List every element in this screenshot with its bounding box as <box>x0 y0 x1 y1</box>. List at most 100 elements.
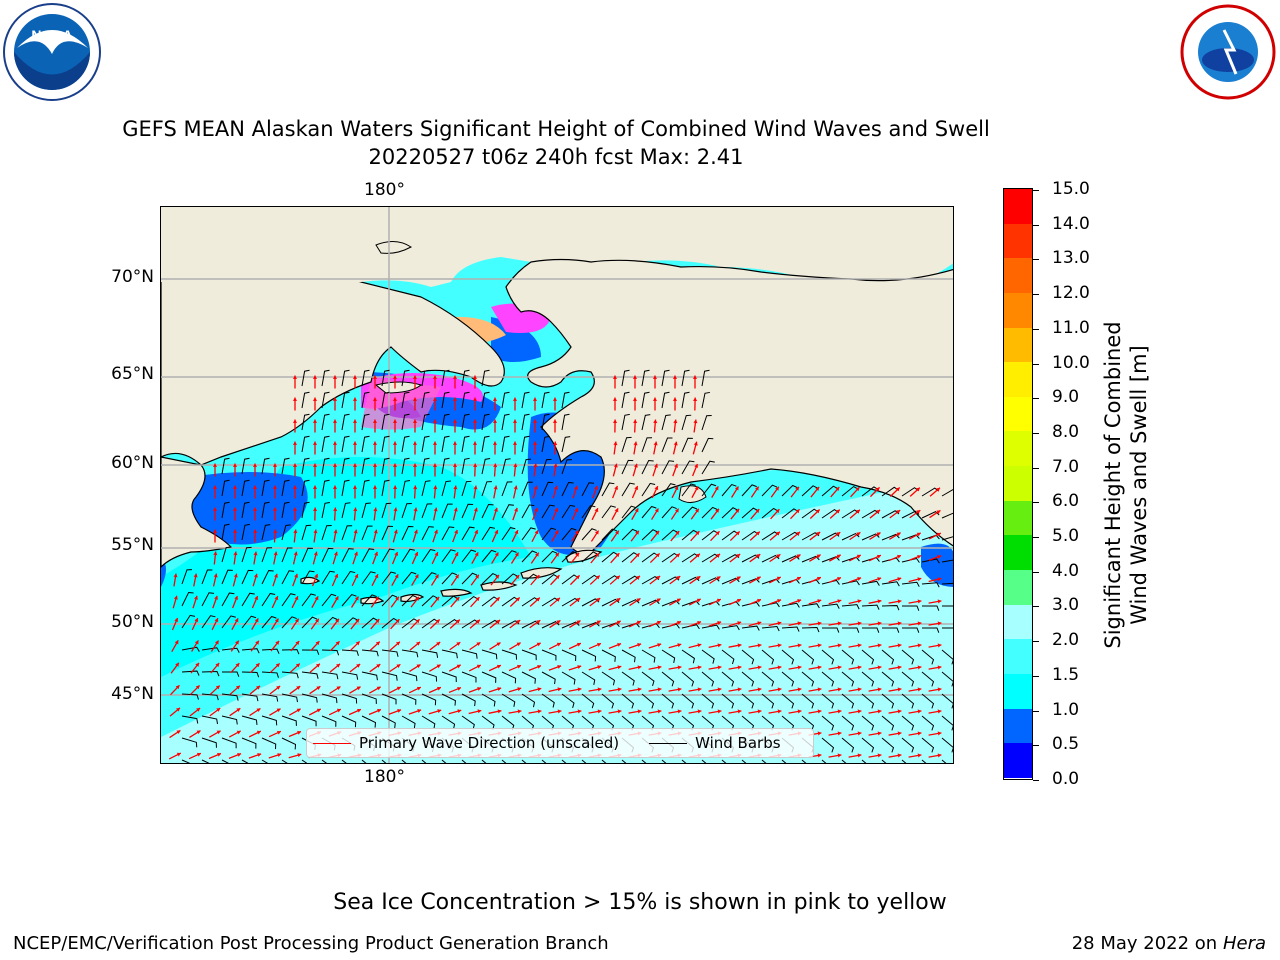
wave-arrow-head <box>896 510 901 514</box>
wind-barb <box>641 529 658 541</box>
colorbar-tick-label: 12.0 <box>1052 283 1090 304</box>
wave-arrow-head <box>494 530 499 535</box>
colorbar <box>1003 188 1033 780</box>
wave-arrow-head <box>917 554 922 559</box>
colorbar-label-line1: Significant Height of Combined <box>1101 321 1125 649</box>
wave-arrow-head <box>736 576 741 581</box>
wind-barb <box>401 435 410 453</box>
wave-arrow-head <box>354 574 359 579</box>
wave-arrow-head <box>457 686 462 691</box>
wave-arrow-head <box>937 599 942 604</box>
wave-arrow-head <box>677 709 682 714</box>
wind-barb <box>661 414 671 431</box>
wave-arrow-head <box>693 397 698 401</box>
wave-arrow-head <box>637 665 642 670</box>
wave-arrow-head <box>695 553 700 558</box>
wave-arrow-head <box>673 441 678 446</box>
wind-barb <box>741 484 757 497</box>
wind-barb <box>181 569 192 585</box>
wind-barb <box>881 693 895 709</box>
wind-barb <box>321 570 335 585</box>
wind-barb <box>821 627 840 633</box>
wave-arrow-head <box>637 687 642 692</box>
wave-arrow-head <box>454 552 459 557</box>
wind-barb <box>801 671 815 687</box>
wind-barb <box>221 523 230 541</box>
wind-barb <box>561 504 576 519</box>
wave-arrow-head <box>516 642 521 647</box>
wave-arrow-head <box>655 553 660 558</box>
wave-arrow-head <box>617 665 622 670</box>
wave-arrow-head <box>897 577 902 582</box>
wind-barb <box>621 391 630 409</box>
wave-arrow-head <box>196 752 201 757</box>
wind-barb <box>281 457 290 475</box>
wind-barb <box>821 485 839 497</box>
wind-barb <box>201 615 216 629</box>
wave-arrow-head <box>235 640 239 645</box>
wind-barb <box>441 503 453 519</box>
wind-barb <box>241 693 259 702</box>
wave-arrow-head <box>795 509 800 514</box>
wave-arrow-head <box>692 375 698 379</box>
wind-barb <box>701 369 710 387</box>
wave-arrow-head <box>757 709 762 714</box>
wind-barb <box>461 671 477 683</box>
wind-barb <box>581 671 596 685</box>
wave-arrow-head <box>632 375 638 379</box>
wave-arrow-head <box>716 553 721 558</box>
wave-arrow-head <box>672 397 678 401</box>
wind-barb <box>401 671 418 682</box>
wave-arrow-head <box>837 643 842 648</box>
wind-barb <box>941 649 953 665</box>
wave-arrow-head <box>855 487 860 492</box>
wave-arrow-head <box>173 573 178 578</box>
wave-arrow-head <box>376 664 381 668</box>
wave-arrow-head <box>333 507 338 512</box>
wave-arrow-head <box>232 485 238 489</box>
wind-barb <box>321 391 330 409</box>
wind-barb <box>421 391 430 409</box>
wind-barb <box>861 715 875 731</box>
wave-arrow-head <box>695 508 699 513</box>
wave-arrow-head <box>693 441 698 446</box>
colorbar-tick-label: 5.0 <box>1052 526 1080 547</box>
wind-barb <box>561 391 570 409</box>
wave-arrow-head <box>635 553 640 558</box>
wind-barb <box>401 649 419 658</box>
wave-arrow-head <box>194 618 199 623</box>
wave-arrow-head <box>557 665 562 669</box>
wave-arrow-head <box>332 441 338 445</box>
wave-arrow-head <box>535 552 539 557</box>
wind-barb <box>661 649 676 664</box>
wind-barb <box>201 671 220 677</box>
wind-barb <box>661 437 673 453</box>
colorbar-segment <box>1004 466 1032 501</box>
wind-barb <box>921 511 940 519</box>
wave-arrow-head <box>797 621 802 626</box>
wave-arrow-head <box>737 621 742 626</box>
wave-arrow-head <box>817 621 822 626</box>
wind-barb <box>321 524 332 541</box>
wave-arrow-head <box>634 508 639 513</box>
wave-arrow-head <box>434 552 439 557</box>
wind-barb <box>341 617 358 629</box>
wind-barb <box>281 693 298 703</box>
wave-arrow-head <box>697 665 702 670</box>
wave-arrow-head <box>373 507 378 512</box>
wave-arrow-head <box>777 709 782 714</box>
wave-arrow-head <box>573 485 578 490</box>
wind-barb <box>821 715 835 731</box>
wind-barb <box>301 524 312 541</box>
wave-arrow-head <box>694 463 699 468</box>
wave-arrow-head <box>375 596 379 601</box>
wave-arrow-head <box>574 530 579 535</box>
wind-barb <box>381 715 396 729</box>
wind-barb <box>581 551 598 563</box>
colorbar-tick-mark <box>1033 641 1039 643</box>
wave-arrow-head <box>452 419 458 423</box>
wave-arrow-head <box>336 708 341 713</box>
wind-barb <box>841 580 860 586</box>
wind-barb <box>361 435 370 453</box>
wind-barb <box>541 550 558 563</box>
